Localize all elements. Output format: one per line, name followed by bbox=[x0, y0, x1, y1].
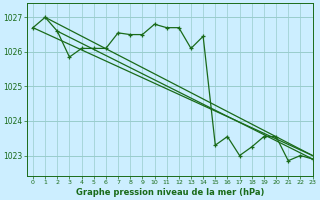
X-axis label: Graphe pression niveau de la mer (hPa): Graphe pression niveau de la mer (hPa) bbox=[76, 188, 264, 197]
